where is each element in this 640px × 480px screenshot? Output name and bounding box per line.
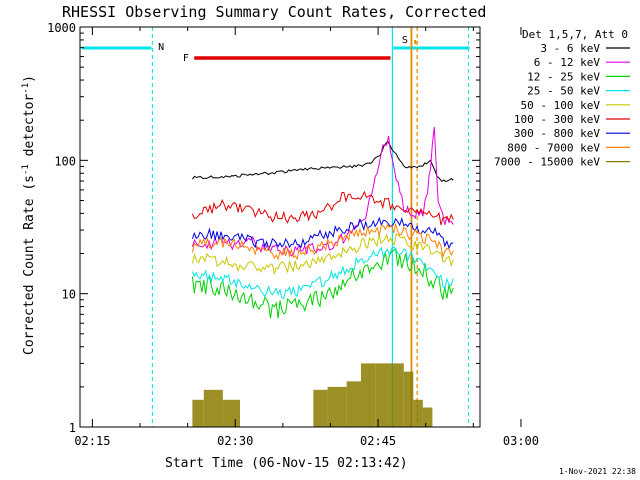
legend-label: 300 - 800 keV — [514, 127, 600, 140]
x-tick-label: 02:15 — [74, 434, 110, 448]
legend-label: 800 - 7000 keV — [507, 141, 600, 154]
series-bar — [192, 399, 204, 427]
series-bar — [222, 399, 240, 427]
x-tick-label: 03:00 — [503, 434, 539, 448]
y-tick-label: 100 — [54, 154, 76, 168]
legend-label: 7000 - 15000 keV — [494, 156, 600, 169]
legend-label: 50 - 100 keV — [521, 99, 601, 112]
series-bar — [422, 407, 433, 427]
legend-label: 100 - 300 keV — [514, 113, 600, 126]
series-line — [191, 216, 454, 251]
flag-s-label: S — [402, 35, 408, 46]
series-bar — [389, 363, 404, 427]
series-bar — [375, 363, 390, 427]
series-line — [191, 247, 454, 319]
footer-date: 1-Nov-2021 22:38 — [559, 467, 636, 476]
series-bar — [360, 363, 376, 427]
series-bar — [403, 371, 414, 427]
series-line — [191, 222, 454, 261]
chart-title: RHESSI Observing Summary Count Rates, Co… — [62, 3, 486, 21]
series-line — [191, 246, 454, 299]
series-line — [191, 140, 454, 183]
series-bar — [346, 381, 361, 427]
y-axis-label: Corrected Count Rate (s-1 detector-1) — [21, 75, 37, 355]
legend-label: 6 - 12 keV — [534, 56, 601, 69]
legend-label: 3 - 6 keV — [540, 42, 600, 55]
plot-area: N F S — [81, 27, 470, 427]
x-tick-label: 02:45 — [360, 434, 396, 448]
x-axis-label: Start Time (06-Nov-15 02:13:42) — [165, 456, 408, 471]
y-tick-label: 1 — [69, 421, 76, 435]
legend-label: 12 - 25 keV — [527, 70, 600, 83]
series-bar — [413, 399, 423, 427]
plot-frame — [79, 26, 481, 428]
series-bar — [327, 386, 347, 427]
legend-label: 25 - 50 keV — [527, 85, 600, 98]
x-tick-label: 02:30 — [217, 434, 253, 448]
series-line — [191, 190, 454, 226]
y-tick-label: 1000 — [47, 21, 76, 35]
flag-n-label: N — [158, 42, 164, 53]
y-tick-label: 10 — [62, 288, 76, 302]
series-bar — [313, 389, 328, 427]
flag-f-label: F — [183, 53, 189, 64]
series-line — [191, 233, 454, 276]
legend-title: Det 1,5,7, Att 0 — [522, 28, 628, 41]
axes: 110100100002:1502:3002:4503:0003:1503:30… — [47, 21, 539, 448]
series-bar — [203, 389, 223, 427]
series-line — [191, 126, 454, 257]
